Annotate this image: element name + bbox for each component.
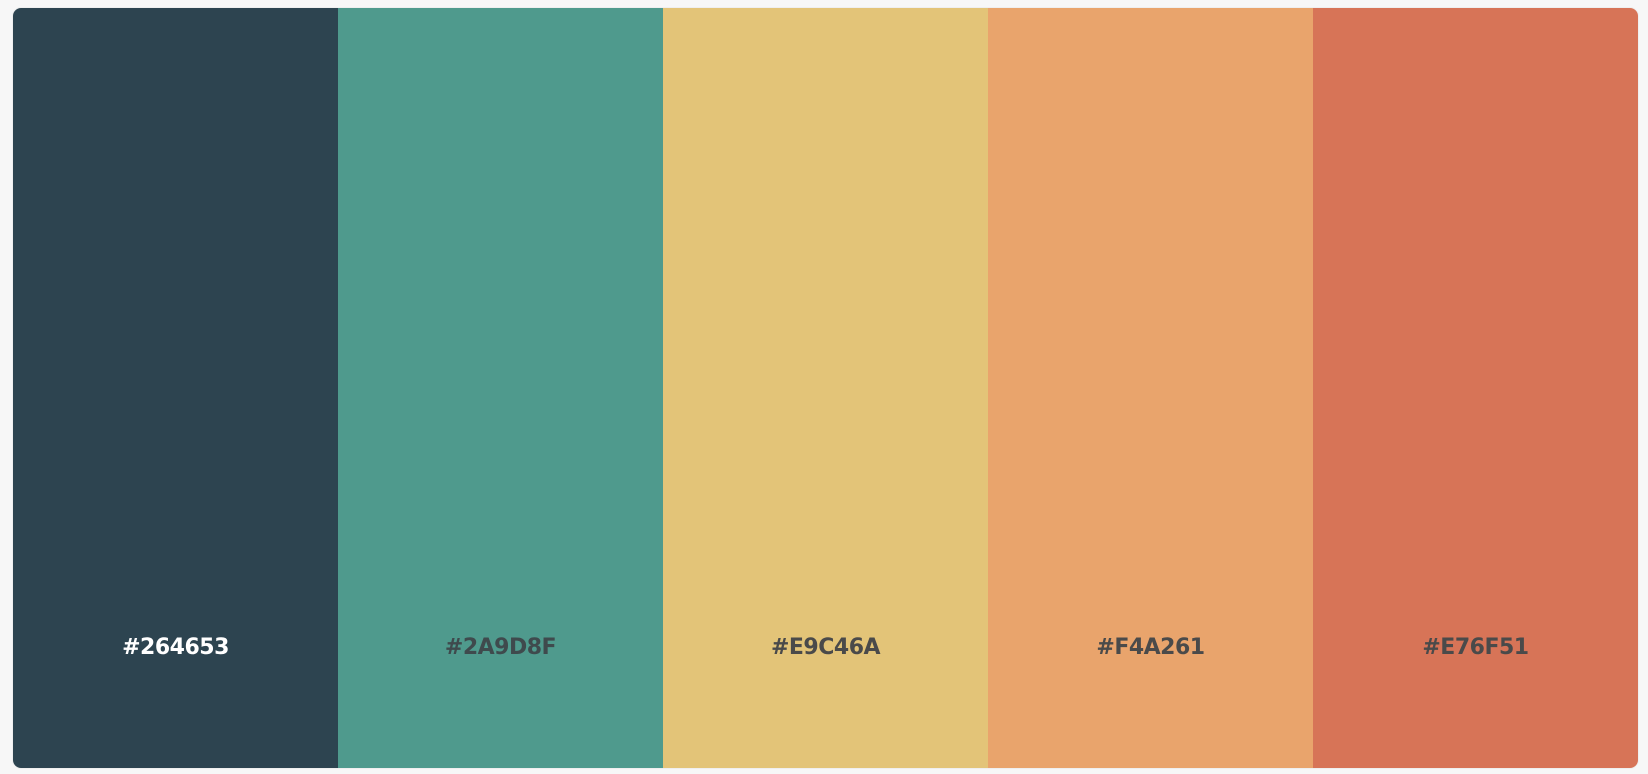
swatch-1[interactable]: #264653	[13, 8, 338, 768]
swatch-2-hex-label: #2A9D8F	[444, 635, 557, 660]
swatch-3-hex-label: #E9C46A	[770, 635, 881, 660]
swatch-5-hex-label: #E76F51	[1422, 635, 1529, 660]
swatch-5[interactable]: #E76F51	[1313, 8, 1638, 768]
color-palette: #264653 #2A9D8F #E9C46A #F4A261 #E76F51	[13, 8, 1638, 768]
swatch-2[interactable]: #2A9D8F	[338, 8, 663, 768]
swatch-1-hex-label: #264653	[122, 635, 229, 660]
swatch-3[interactable]: #E9C46A	[663, 8, 988, 768]
swatch-4-hex-label: #F4A261	[1096, 635, 1205, 660]
swatch-4[interactable]: #F4A261	[988, 8, 1313, 768]
